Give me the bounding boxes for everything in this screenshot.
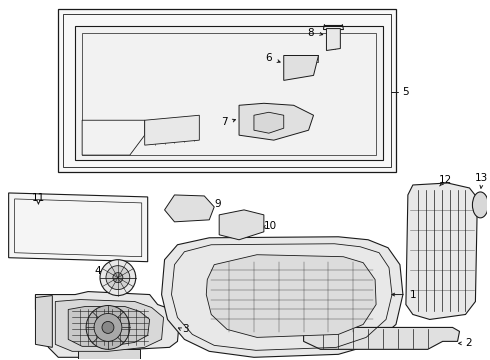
Circle shape [94, 314, 122, 341]
Polygon shape [326, 28, 341, 50]
Polygon shape [206, 255, 376, 337]
Polygon shape [35, 292, 179, 357]
Circle shape [86, 306, 130, 349]
Ellipse shape [472, 192, 489, 218]
Polygon shape [68, 306, 149, 346]
Polygon shape [219, 210, 264, 240]
Polygon shape [406, 183, 477, 319]
Polygon shape [35, 296, 52, 347]
Text: 2: 2 [465, 338, 472, 348]
Text: 5: 5 [403, 87, 409, 97]
Polygon shape [165, 195, 214, 222]
Text: 3: 3 [182, 324, 189, 334]
Text: 1: 1 [410, 289, 416, 300]
Polygon shape [162, 237, 403, 357]
Polygon shape [239, 103, 314, 140]
Polygon shape [9, 193, 147, 262]
Polygon shape [145, 115, 199, 145]
Polygon shape [304, 328, 460, 349]
Polygon shape [284, 55, 318, 80]
Polygon shape [82, 120, 145, 155]
Text: 7: 7 [221, 117, 227, 127]
Text: 6: 6 [266, 54, 272, 63]
Text: 11: 11 [32, 193, 45, 203]
Text: 9: 9 [214, 199, 220, 209]
Polygon shape [75, 26, 383, 160]
Polygon shape [78, 349, 140, 359]
Text: 4: 4 [95, 266, 101, 276]
Circle shape [113, 273, 123, 283]
Polygon shape [254, 112, 284, 133]
Circle shape [102, 321, 114, 333]
Polygon shape [58, 9, 396, 172]
Circle shape [106, 266, 130, 289]
Text: 13: 13 [475, 173, 488, 183]
Text: 8: 8 [307, 28, 314, 37]
Text: 12: 12 [439, 175, 452, 185]
Circle shape [100, 260, 136, 296]
Text: 10: 10 [264, 221, 277, 231]
Polygon shape [55, 300, 164, 351]
